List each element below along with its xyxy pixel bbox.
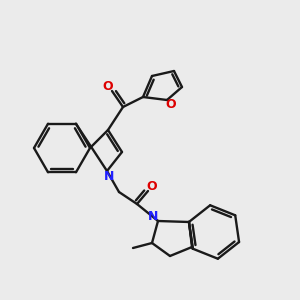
Text: O: O bbox=[166, 98, 176, 112]
Text: O: O bbox=[147, 179, 157, 193]
Text: N: N bbox=[148, 211, 158, 224]
Text: N: N bbox=[104, 170, 114, 184]
Text: O: O bbox=[103, 80, 113, 94]
